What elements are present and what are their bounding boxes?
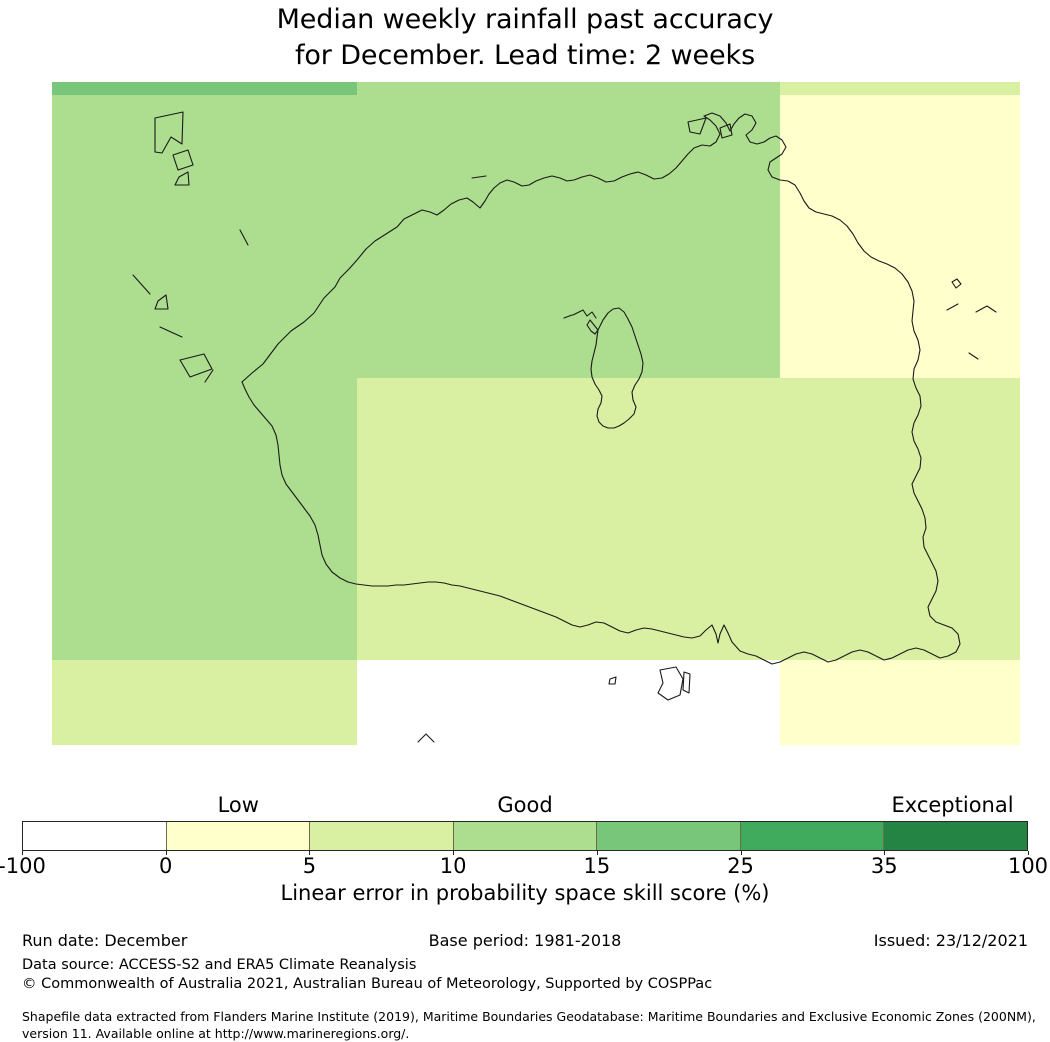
colorbar-tick-mark-0 bbox=[165, 851, 167, 855]
new-caledonia-outline bbox=[590, 307, 644, 429]
coastline-fragment bbox=[975, 305, 997, 313]
colorbar-block: Low Good Exceptional -100 0 5 10 15 25 35 100 Lin… bbox=[0, 793, 1050, 908]
grid-cell-east-north bbox=[779, 95, 1020, 378]
data-source-label: Data source: ACCESS-S2 and ERA5 Climate … bbox=[22, 957, 417, 973]
island-outline bbox=[657, 666, 684, 701]
grid-cell-central-south bbox=[356, 377, 780, 661]
grid-cell-east-south bbox=[779, 377, 1020, 661]
colorbar-tick-mark-35 bbox=[884, 851, 886, 855]
run-date-label: Run date: December bbox=[22, 931, 188, 950]
title-line-1: Median weekly rainfall past accuracy bbox=[276, 4, 774, 35]
colorbar-tick-mark--100 bbox=[22, 851, 23, 855]
colorbar-segment-3[interactable] bbox=[452, 822, 597, 850]
colorbar-segment-6[interactable] bbox=[883, 822, 1028, 850]
eez-boundary-south bbox=[347, 581, 957, 665]
island-outline bbox=[608, 676, 617, 685]
island-outline bbox=[174, 171, 190, 186]
issued-date-label: Issued: 23/12/2021 bbox=[873, 931, 1028, 950]
coastline-fragment bbox=[968, 352, 979, 360]
grid-cell-central-north bbox=[356, 95, 780, 378]
colorbar-tick-mark-15 bbox=[596, 851, 598, 855]
island-outline bbox=[154, 111, 184, 154]
colorbar-tick-label-100: 100 bbox=[1007, 854, 1049, 878]
colorbar-segment-0[interactable] bbox=[23, 822, 166, 850]
colorbar-tick-label-0: 0 bbox=[159, 854, 173, 878]
eez-boundary-east bbox=[831, 215, 961, 653]
colorbar-tick-label-10: 10 bbox=[439, 854, 467, 878]
colorbar[interactable] bbox=[22, 821, 1028, 851]
quality-label-exceptional: Exceptional bbox=[891, 793, 1014, 817]
skill-score-map[interactable] bbox=[52, 82, 1020, 745]
island-outline bbox=[154, 294, 169, 310]
colorbar-tick-label-15: 15 bbox=[583, 854, 611, 878]
colorbar-tick-label-5: 5 bbox=[302, 854, 317, 878]
island-outline bbox=[719, 123, 733, 139]
island-outline bbox=[687, 117, 707, 135]
coastline-fragment bbox=[946, 303, 959, 311]
grid-cell-nw-top-strip bbox=[52, 82, 357, 96]
new-caledonia-north-tip bbox=[586, 319, 599, 335]
eez-boundary-north bbox=[241, 112, 833, 383]
grid-cell-sw-bottom bbox=[52, 660, 357, 745]
island-outline bbox=[682, 671, 691, 694]
colorbar-tick-label-35: 35 bbox=[870, 854, 898, 878]
colorbar-tick-mark-25 bbox=[740, 851, 742, 855]
colorbar-tick-mark-10 bbox=[453, 851, 455, 855]
shapefile-note: Shapefile data extracted from Flanders M… bbox=[22, 1009, 1036, 1041]
colorbar-segment-5[interactable] bbox=[739, 822, 884, 850]
metadata-row: Run date: December Base period: 1981-201… bbox=[22, 930, 1028, 956]
colorbar-segment-4[interactable] bbox=[596, 822, 740, 850]
coastline-fragment bbox=[239, 229, 249, 246]
colorbar-axis-title: Linear error in probability space skill … bbox=[280, 881, 770, 905]
coastline-paths bbox=[132, 111, 997, 743]
grid-cell-se-bottom bbox=[779, 660, 1020, 745]
grid-cell-nc-top-strip bbox=[356, 82, 780, 96]
colorbar-tick-label-25: 25 bbox=[727, 854, 754, 878]
colorbar-tick-mark-100 bbox=[1028, 851, 1029, 855]
colorbar-tick-mark-5 bbox=[309, 851, 311, 855]
colorbar-segment-1[interactable] bbox=[165, 822, 310, 850]
coastline-fragment bbox=[417, 733, 435, 743]
eez-boundary-west bbox=[241, 381, 349, 583]
grid-cell-sc-bottom bbox=[356, 660, 780, 745]
coastline-layer bbox=[132, 111, 997, 743]
belep-islands bbox=[572, 309, 597, 319]
island-outline bbox=[179, 353, 213, 378]
island-outline bbox=[951, 278, 962, 289]
grid-cell-ne-top-strip bbox=[779, 82, 1020, 96]
colorbar-tick-label--100: -100 bbox=[0, 854, 46, 878]
footer: Run date: December Base period: 1981-201… bbox=[0, 930, 1050, 1042]
quality-label-low: Low bbox=[217, 793, 259, 817]
quality-label-good: Good bbox=[497, 793, 553, 817]
coastline-fragment bbox=[132, 274, 151, 295]
base-period-label: Base period: 1981-2018 bbox=[428, 931, 622, 950]
copyright-label: © Commonwealth of Australia 2021, Austra… bbox=[22, 976, 713, 992]
colorbar-tick-row: -100 0 5 10 15 25 35 100 bbox=[0, 851, 1050, 881]
grid-cell-west-block bbox=[52, 95, 357, 661]
island-outline bbox=[172, 149, 194, 171]
coastline-fragment bbox=[563, 314, 573, 319]
quality-label-row: Low Good Exceptional bbox=[0, 793, 1050, 821]
coastline-fragment bbox=[471, 175, 487, 179]
colorbar-segment-2[interactable] bbox=[309, 822, 453, 850]
coastline-fragment bbox=[204, 369, 214, 383]
coastline-fragment bbox=[159, 326, 183, 338]
page-title: Median weekly rainfall past accuracy for… bbox=[0, 0, 1050, 74]
title-line-2: for December. Lead time: 2 weeks bbox=[294, 40, 756, 71]
